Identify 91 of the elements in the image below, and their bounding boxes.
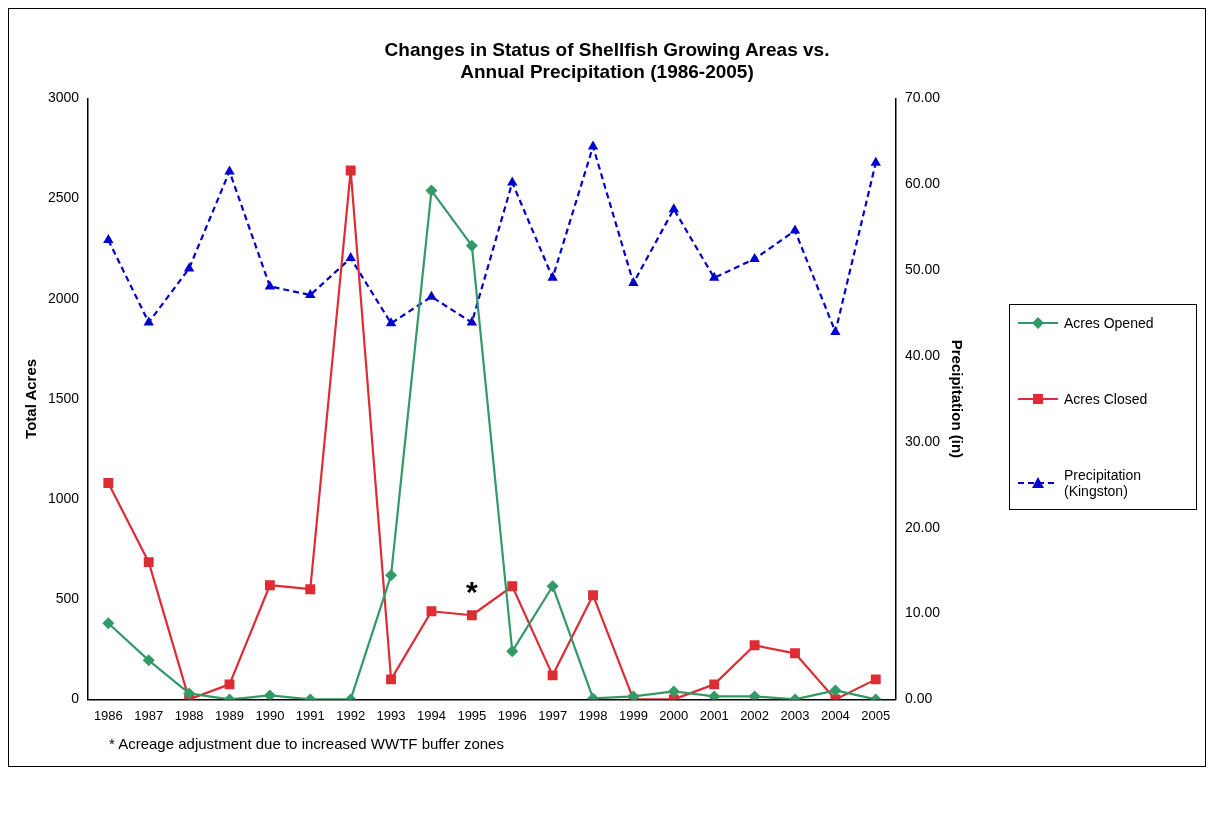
point xyxy=(103,234,114,244)
x-tick-label: 1995 xyxy=(457,707,487,723)
point xyxy=(748,690,761,700)
x-tick-label: 1987 xyxy=(134,707,164,723)
x-tick-label: 1999 xyxy=(618,707,648,723)
point xyxy=(224,679,235,690)
y2-tick-label: 20.00 xyxy=(904,518,941,535)
point xyxy=(507,581,518,592)
text: * Acreage adjustment due to increased WWTF buffer zones xyxy=(109,735,505,752)
point xyxy=(264,280,276,290)
point xyxy=(749,640,760,651)
y-tick-label: 3000 xyxy=(47,89,80,106)
point xyxy=(749,252,760,262)
point xyxy=(264,580,275,591)
x-tick-label: 1994 xyxy=(417,707,446,723)
x-tick-label: 1998 xyxy=(578,707,608,723)
point xyxy=(709,679,720,690)
point xyxy=(587,140,599,150)
point xyxy=(588,590,598,601)
x-tick-label: 2003 xyxy=(780,707,810,723)
point xyxy=(709,271,720,281)
point xyxy=(425,184,438,197)
y2-tick-label: 60.00 xyxy=(904,175,941,192)
x-tick-label: 2002 xyxy=(740,707,770,723)
point xyxy=(345,252,356,262)
x-tick-label: 2004 xyxy=(820,707,850,723)
point xyxy=(870,156,881,166)
point xyxy=(667,685,680,698)
x-tick-label: 1997 xyxy=(538,707,568,723)
y-axis-title: Total Acres xyxy=(22,358,40,439)
point xyxy=(386,674,397,685)
y2-tick-label: 50.00 xyxy=(904,260,941,277)
point xyxy=(627,690,640,700)
point xyxy=(305,584,316,595)
y2-tick-label: 30.00 xyxy=(904,432,941,449)
x-tick-label: 2005 xyxy=(861,707,891,723)
point xyxy=(305,289,316,299)
x-tick-label: 1988 xyxy=(174,707,204,723)
x-tick-label: 2001 xyxy=(699,707,729,723)
point xyxy=(385,569,398,582)
point xyxy=(507,176,518,186)
point xyxy=(345,165,356,176)
y-tick-label: 2000 xyxy=(47,289,80,306)
y2-tick-label: 70.00 xyxy=(904,89,941,106)
point xyxy=(102,617,115,630)
legend-label: Acres Opened xyxy=(1064,315,1154,331)
point xyxy=(224,165,235,175)
legend-label: Acres Closed xyxy=(1064,391,1148,407)
x-tick-label: 1990 xyxy=(255,707,285,723)
y-tick-label: 1500 xyxy=(47,389,80,406)
y2-tick-label: 10.00 xyxy=(904,604,941,621)
x-tick-label: 1989 xyxy=(215,707,244,723)
point xyxy=(870,674,881,685)
point xyxy=(506,645,519,658)
point xyxy=(829,684,842,697)
x-tick-label: 1986 xyxy=(93,707,123,723)
point xyxy=(466,610,477,621)
y2-tick-label: 40.00 xyxy=(904,346,941,363)
point xyxy=(426,290,437,300)
annotation: * xyxy=(466,574,479,608)
x-tick-label: 1996 xyxy=(497,707,527,723)
legend-label: Precipitation (Kingston) xyxy=(1064,467,1143,499)
x-tick-label: 2000 xyxy=(659,707,689,723)
point xyxy=(385,317,397,327)
y2-tick-label: 0.00 xyxy=(904,690,933,707)
x-tick-label: 1993 xyxy=(376,707,406,723)
point xyxy=(547,670,558,681)
y-tick-label: 2500 xyxy=(47,189,80,206)
x-tick-label: 1991 xyxy=(295,707,325,723)
point xyxy=(142,654,155,667)
point xyxy=(183,262,195,272)
point xyxy=(790,648,800,659)
y-tick-label: 500 xyxy=(55,590,80,607)
point xyxy=(183,687,196,700)
point xyxy=(628,276,639,286)
point xyxy=(546,580,559,593)
x-tick-label: 1992 xyxy=(336,707,366,723)
point xyxy=(426,606,437,617)
point xyxy=(789,224,801,234)
point xyxy=(263,689,276,700)
y-tick-label: 1000 xyxy=(47,489,80,506)
point xyxy=(465,239,478,252)
y-tick-label: 0 xyxy=(71,690,80,707)
point xyxy=(103,478,114,488)
point xyxy=(547,271,558,281)
point xyxy=(830,325,841,335)
y2-axis-title: Precipitation (in) xyxy=(948,339,966,459)
point xyxy=(668,203,680,213)
chart-title: Changes in Status of Shellfish Growing Areas vs. Annual Precipitation (1986-2005) xyxy=(383,39,831,83)
point xyxy=(143,557,154,568)
point xyxy=(708,690,721,700)
